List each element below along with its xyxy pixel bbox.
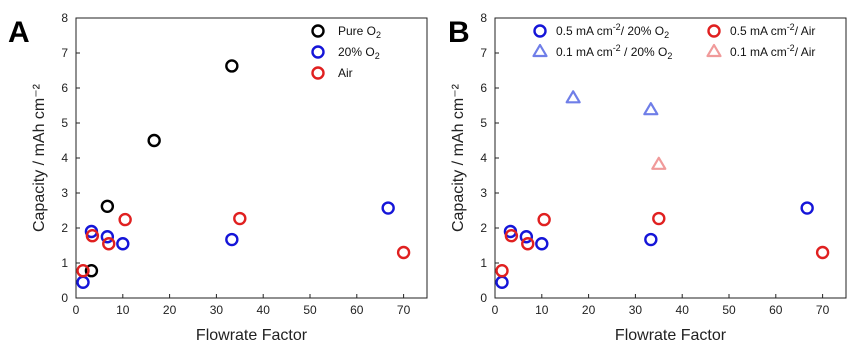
data-point-circle <box>537 212 551 227</box>
x-tick-label: 60 <box>769 303 783 317</box>
data-point-circle <box>84 264 99 278</box>
y-tick-label: 3 <box>61 186 68 200</box>
data-point-circle <box>495 264 509 278</box>
x-tick-label: 0 <box>492 303 499 317</box>
x-tick-label: 0 <box>73 303 80 317</box>
y-tick-label: 8 <box>480 11 487 25</box>
legend-marker-05-air <box>707 24 721 38</box>
legend-label-pure-o2-main: Pure O <box>338 24 376 38</box>
x-tick-label: 50 <box>722 303 736 317</box>
data-point-circle <box>504 228 519 243</box>
axis-ticks-a: 0 10 20 30 40 50 60 70 0 1 2 3 4 5 6 7 8 <box>61 11 410 317</box>
legend-marker-05-20o2 <box>533 24 547 38</box>
data-marks-b <box>495 90 830 289</box>
x-tick-label: 10 <box>116 303 130 317</box>
y-tick-label: 5 <box>480 116 487 130</box>
data-point-circle <box>76 275 90 289</box>
y-tick-label: 7 <box>480 46 487 60</box>
legend-label-05-20o2: 0.5 mA cm-2/ 20% O2 <box>556 22 669 40</box>
y-tick-label: 2 <box>480 221 487 235</box>
data-point-circle <box>652 211 666 226</box>
x-axis-label-b: Flowrate Factor <box>615 327 727 344</box>
data-point-circle <box>644 232 658 247</box>
panel-a: A 0 10 20 30 40 50 60 70 0 1 2 3 4 5 6 7 8 Flowrate Fact… <box>8 11 428 344</box>
legend-marker-20-o2 <box>311 45 325 59</box>
data-point-triangle <box>565 90 581 104</box>
x-tick-label: 40 <box>676 303 690 317</box>
legend-marker-01-20o2 <box>532 43 548 58</box>
legend-label-01-20o2: 0.1 mA cm-2 / 20% O2 <box>556 43 672 61</box>
panel-letter-a: A <box>8 16 30 49</box>
data-point-circle <box>102 237 116 251</box>
legend-marker-pure-o2 <box>311 24 325 38</box>
x-tick-label: 40 <box>257 303 271 317</box>
data-point-circle <box>815 245 830 260</box>
data-point-circle <box>521 237 535 251</box>
legend-marker-01-air <box>706 43 722 58</box>
data-point-circle <box>116 237 130 251</box>
data-point-circle <box>85 228 100 243</box>
axis-ticks-b: 0 10 20 30 40 50 60 70 0 1 2 3 4 5 6 7 8 <box>480 11 829 317</box>
y-tick-label: 4 <box>61 151 68 165</box>
x-tick-label: 70 <box>816 303 830 317</box>
data-point-circle <box>535 237 549 251</box>
y-tick-label: 4 <box>480 151 487 165</box>
y-tick-label: 1 <box>480 256 487 270</box>
data-point-triangle <box>643 102 659 116</box>
data-point-circle <box>381 201 395 215</box>
data-point-circle <box>76 264 90 278</box>
data-point-circle <box>519 230 534 244</box>
data-point-circle <box>118 212 132 227</box>
y-tick-label: 6 <box>480 81 487 95</box>
y-tick-label: 1 <box>61 256 68 270</box>
x-tick-label: 20 <box>163 303 177 317</box>
data-point-circle <box>100 199 115 214</box>
x-tick-label: 30 <box>629 303 643 317</box>
y-tick-label: 0 <box>480 291 487 305</box>
y-tick-label: 6 <box>61 81 68 95</box>
y-tick-label: 3 <box>480 186 487 200</box>
y-tick-label: 8 <box>61 11 68 25</box>
y-tick-label: 2 <box>61 221 68 235</box>
data-point-circle <box>225 232 239 247</box>
legend-a: Pure O2 20% O2 Air <box>311 24 381 80</box>
panel-letter-b: B <box>448 16 470 49</box>
y-axis-label-a: Capacity / mAh cm⁻² <box>31 83 48 232</box>
data-point-circle <box>100 230 115 244</box>
x-tick-label: 70 <box>397 303 411 317</box>
legend-label-20-o2: 20% O2 <box>338 45 380 61</box>
legend-label-air: Air <box>338 66 353 80</box>
x-tick-label: 60 <box>350 303 364 317</box>
data-point-circle <box>225 59 239 73</box>
legend-label-05-air: 0.5 mA cm-2/ Air <box>730 22 815 38</box>
y-tick-label: 5 <box>61 116 68 130</box>
legend-marker-air <box>311 66 325 80</box>
panel-b: B 0 10 20 30 40 50 60 70 0 1 2 3 4 5 6 7 8 Flowrate Fact… <box>448 11 847 344</box>
data-point-circle <box>233 211 247 226</box>
data-point-circle <box>800 201 814 215</box>
legend-label-pure-o2: Pure O2 <box>338 24 381 40</box>
data-marks-a <box>76 59 411 289</box>
y-tick-label: 7 <box>61 46 68 60</box>
data-point-circle <box>495 275 509 289</box>
x-axis-label-a: Flowrate Factor <box>196 327 308 344</box>
y-axis-label-b: Capacity / mAh cm⁻² <box>450 83 467 232</box>
y-tick-label: 0 <box>61 291 68 305</box>
legend-b: 0.5 mA cm-2/ 20% O2 0.5 mA cm-2/ Air 0.1… <box>532 22 815 61</box>
data-point-triangle <box>651 156 667 170</box>
x-tick-label: 10 <box>535 303 549 317</box>
x-tick-label: 30 <box>210 303 224 317</box>
legend-label-01-air: 0.1 mA cm-2/ Air <box>730 43 815 59</box>
data-point-circle <box>147 133 161 148</box>
x-tick-label: 50 <box>303 303 317 317</box>
data-point-circle <box>396 245 411 260</box>
x-tick-label: 20 <box>582 303 596 317</box>
